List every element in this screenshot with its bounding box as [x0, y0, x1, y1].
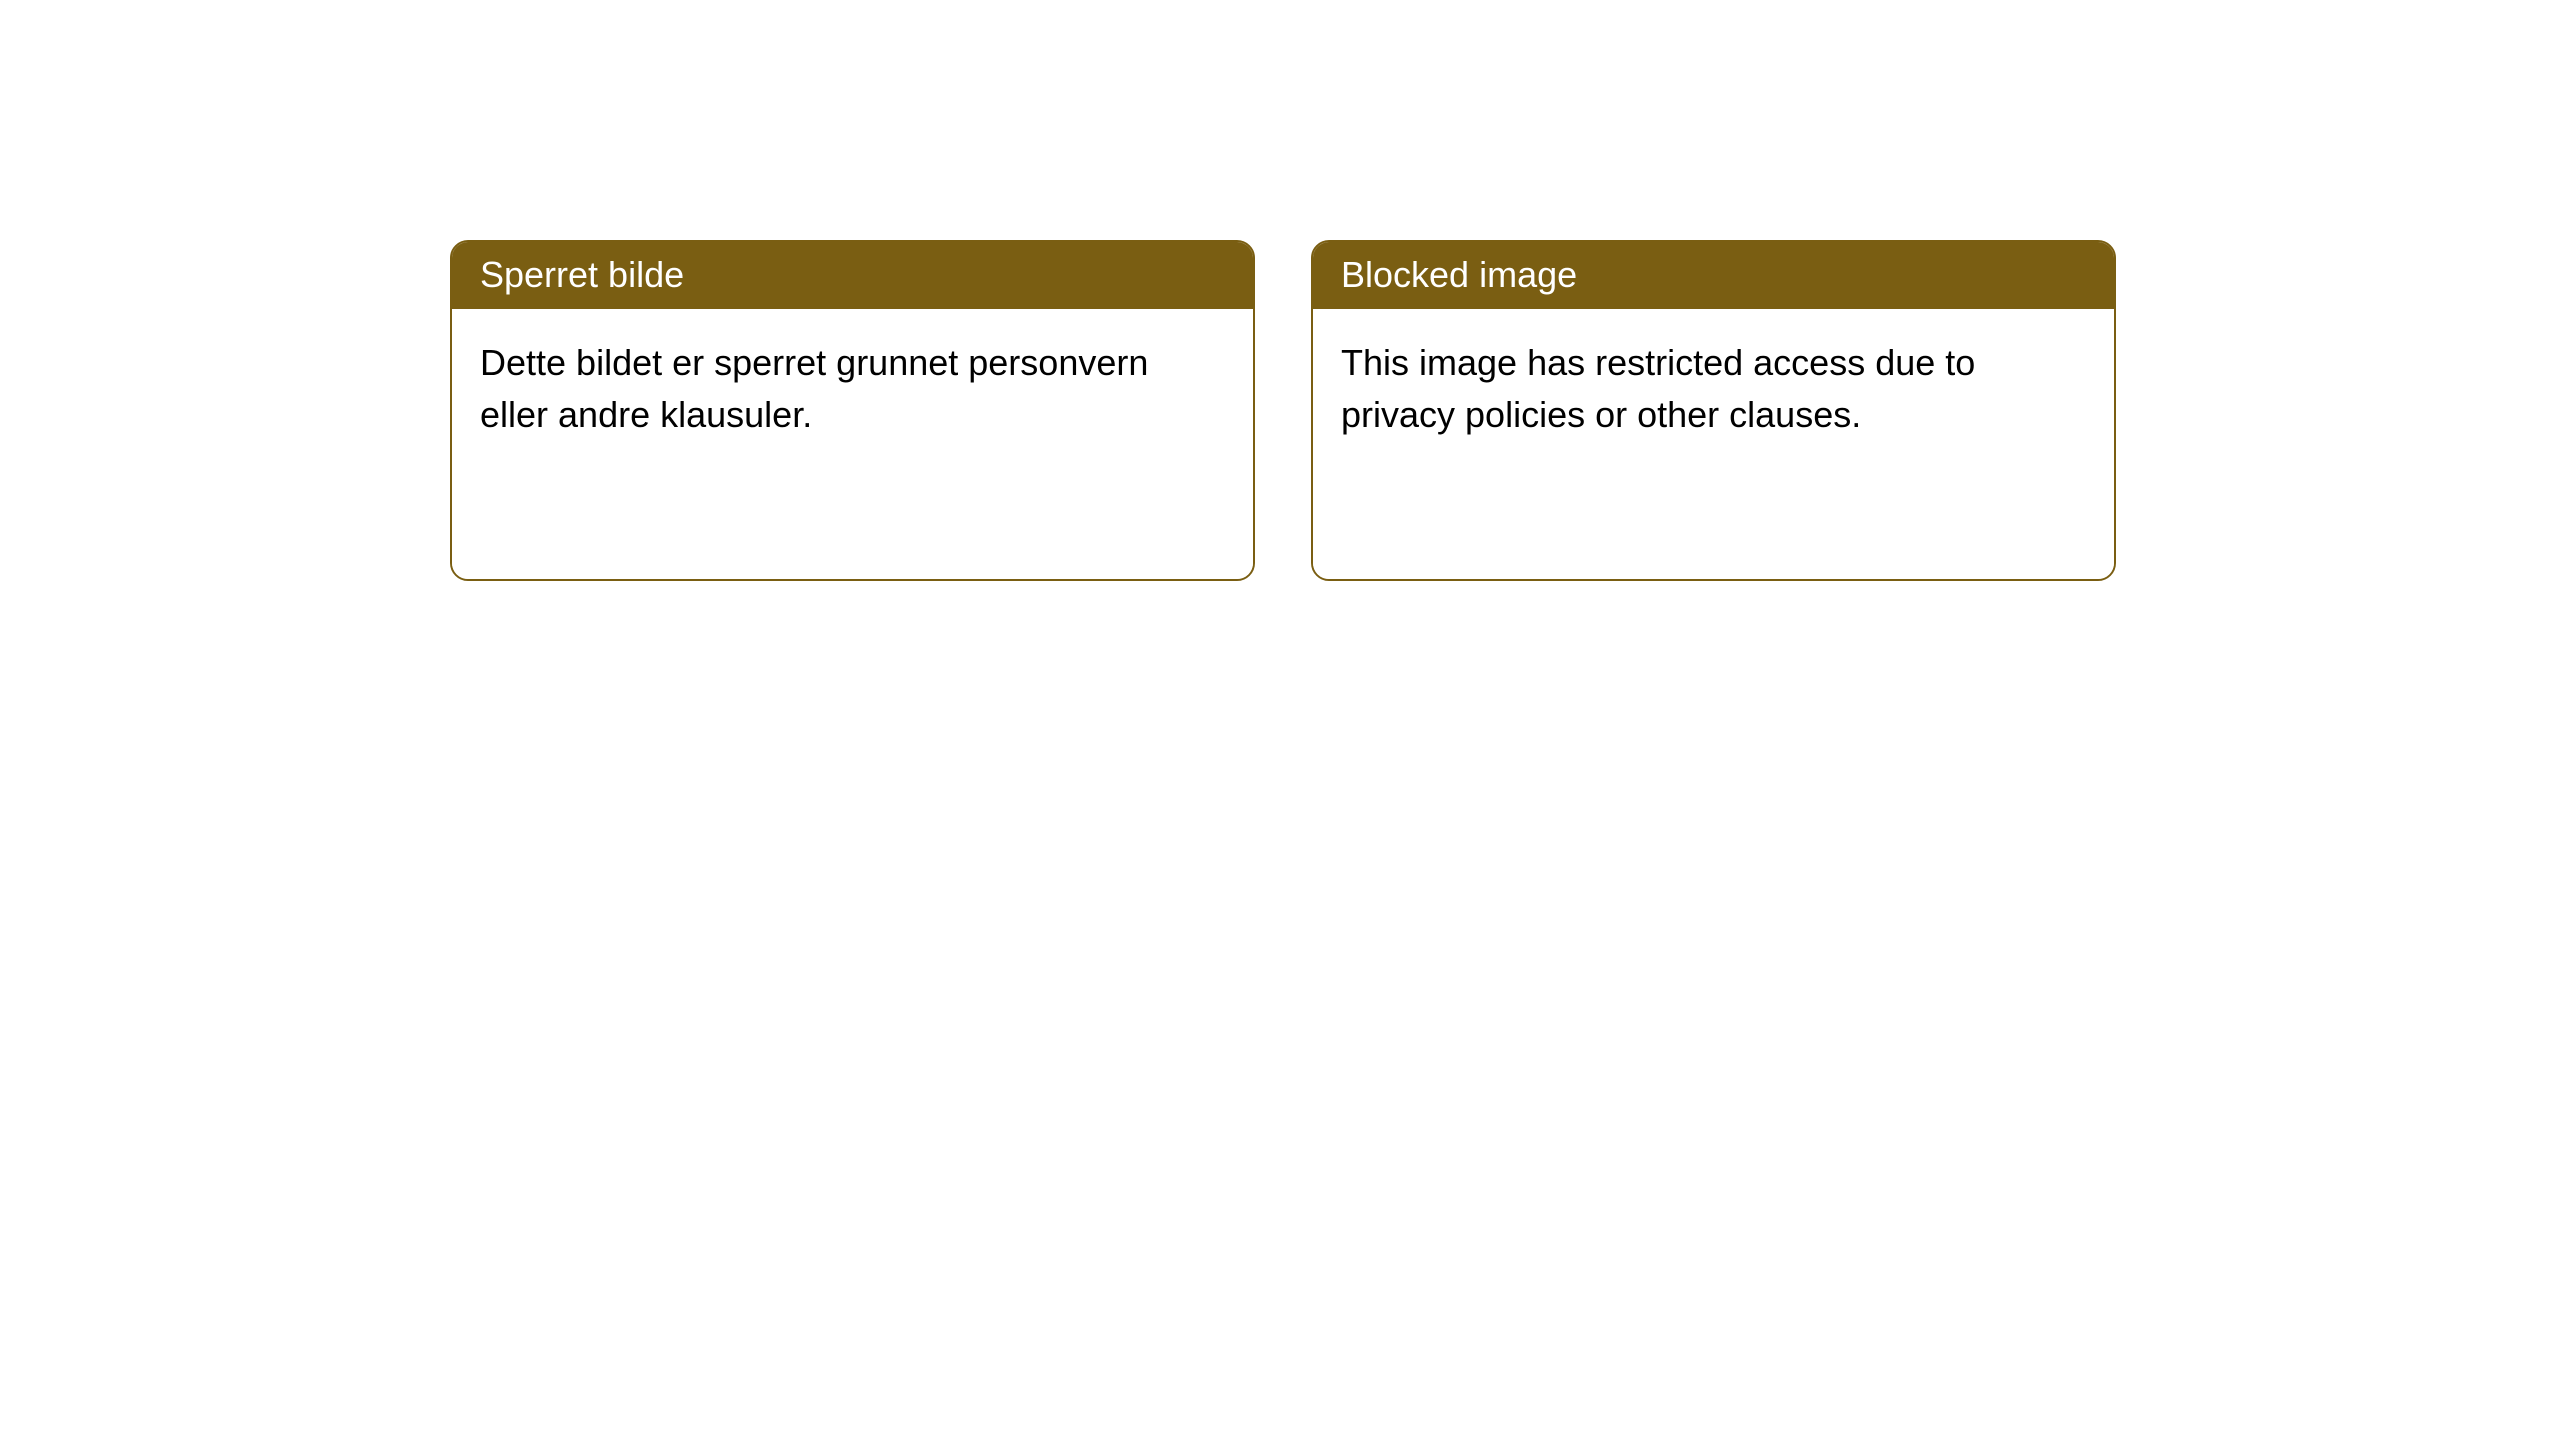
card-body: Dette bildet er sperret grunnet personve… [452, 309, 1253, 579]
card-body: This image has restricted access due to … [1313, 309, 2114, 579]
card-header: Sperret bilde [452, 242, 1253, 309]
notice-card-english: Blocked image This image has restricted … [1311, 240, 2116, 581]
notice-card-norwegian: Sperret bilde Dette bildet er sperret gr… [450, 240, 1255, 581]
notice-container: Sperret bilde Dette bildet er sperret gr… [0, 0, 2560, 581]
card-header: Blocked image [1313, 242, 2114, 309]
